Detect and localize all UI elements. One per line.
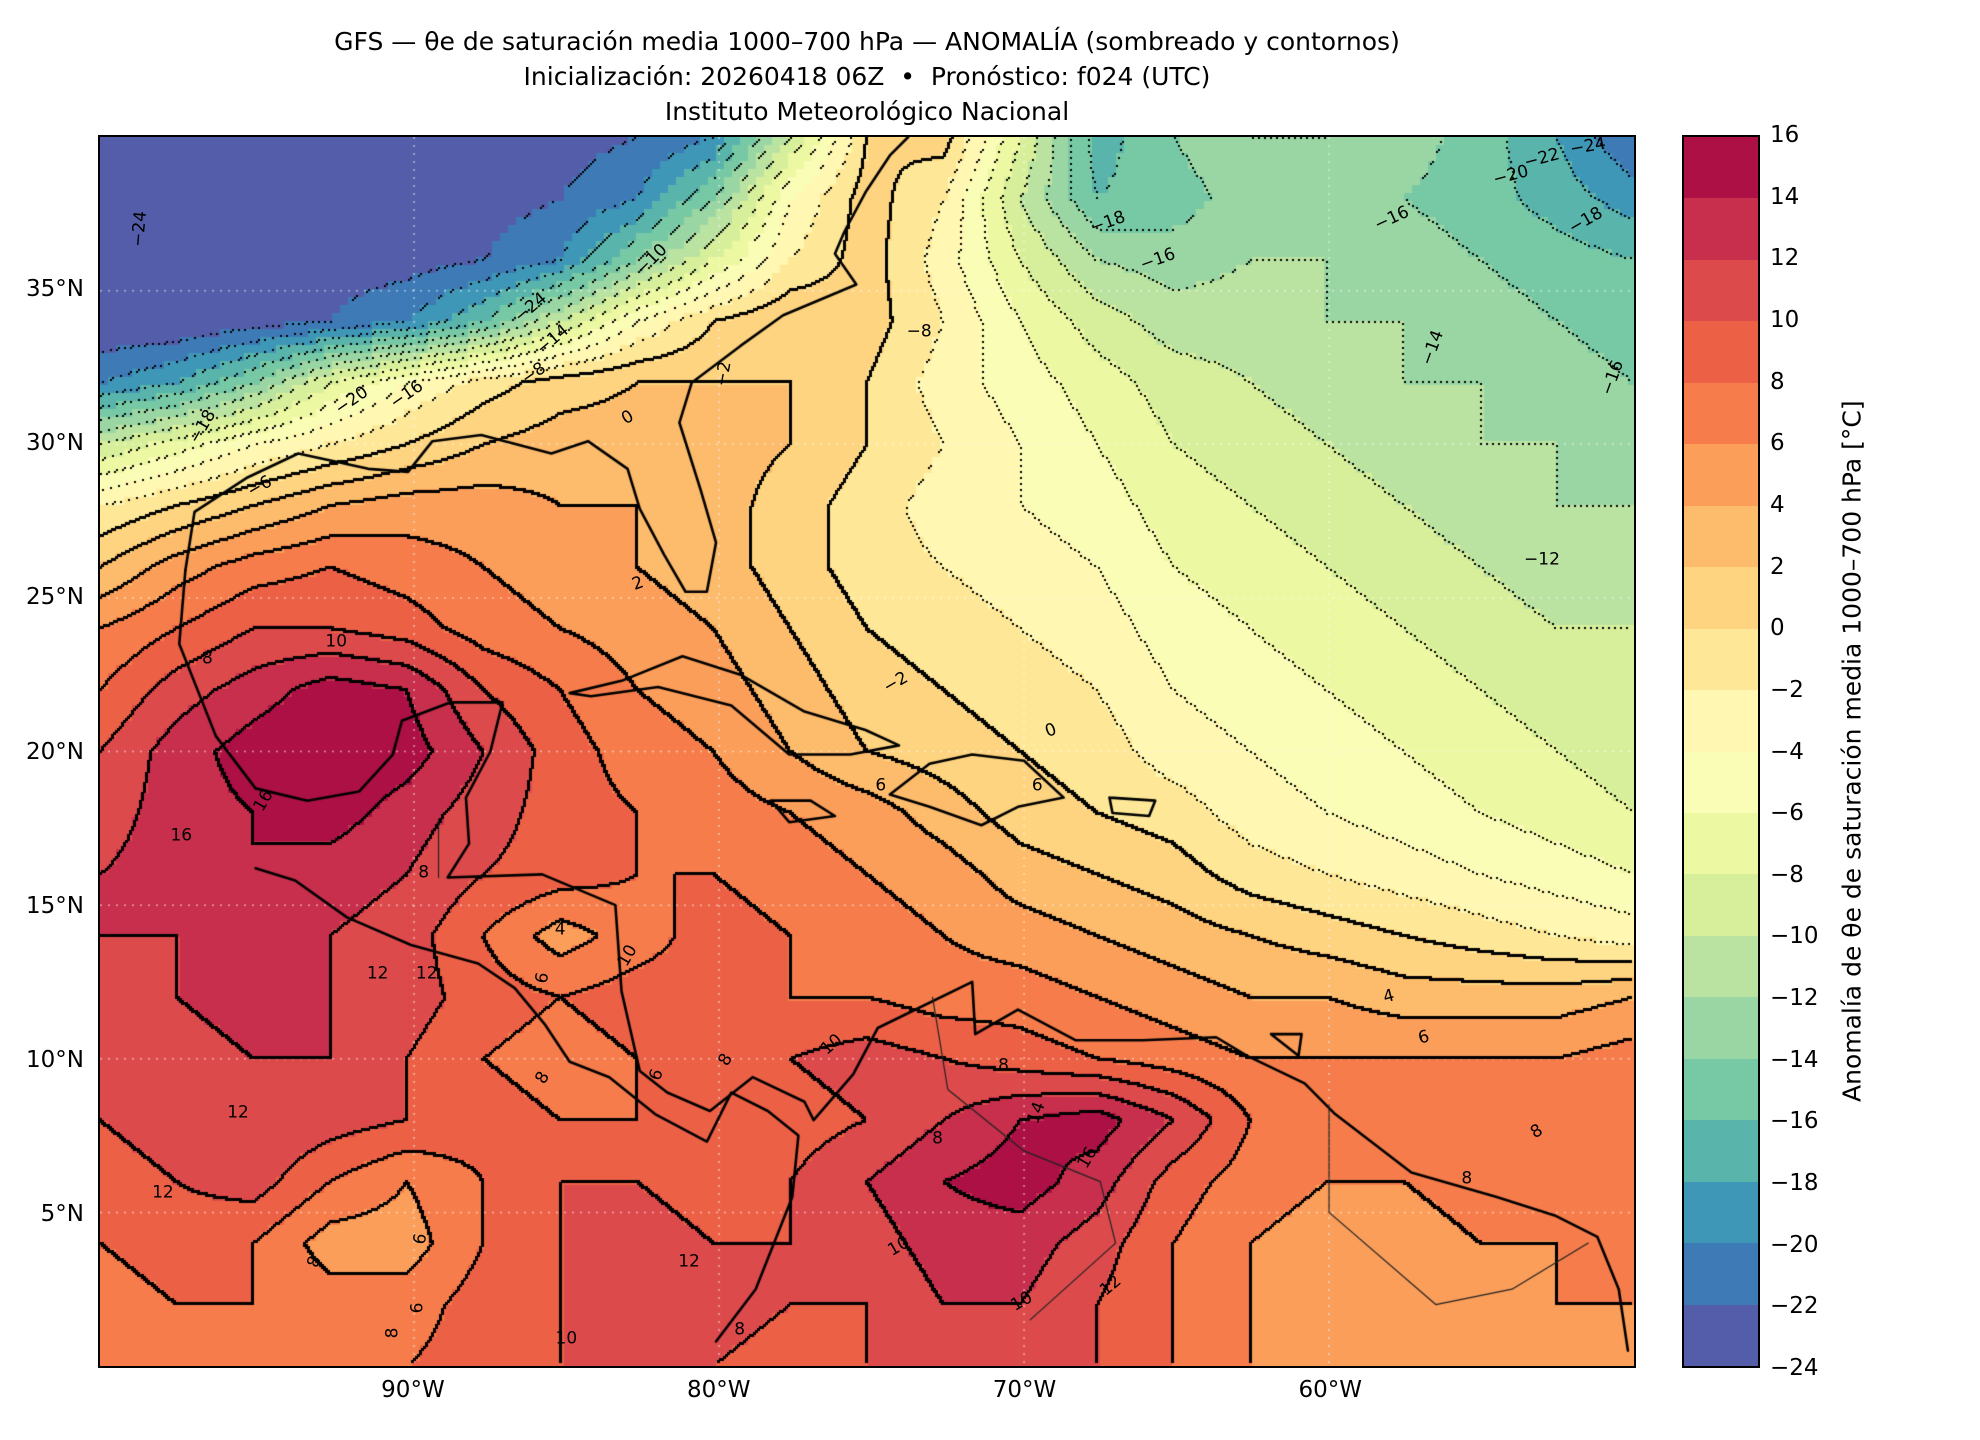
y-tick-label: 35°N	[26, 276, 84, 303]
colorbar-block	[1684, 874, 1758, 936]
colorbar-gradient	[1682, 135, 1760, 1368]
colorbar-tick-label: 16	[1770, 122, 1800, 148]
colorbar-tick-label: −12	[1770, 985, 1819, 1012]
x-tick-label: 70°W	[992, 1377, 1057, 1403]
anomaly-map-canvas	[100, 137, 1634, 1366]
colorbar-tick-label: 12	[1770, 245, 1800, 272]
colorbar-tick-label: 10	[1770, 306, 1800, 333]
colorbar-tick-label: 14	[1770, 183, 1800, 210]
map-plot-area: −24 −18 −20 −16 −6 −24 −14 −10 −8 −2 0 −8 −18 −16 −16−…	[98, 133, 1636, 1368]
colorbar-block	[1684, 1058, 1758, 1121]
y-tick-label: 20°N	[26, 738, 84, 765]
colorbar-block	[1684, 935, 1758, 998]
colorbar-block	[1684, 567, 1758, 629]
colorbar-label: Anomalía de θe de saturación media 1000–…	[1837, 400, 1867, 1103]
colorbar-tick-label: 0	[1770, 615, 1785, 642]
colorbar-tick-label: −16	[1770, 1108, 1819, 1135]
colorbar-block	[1684, 198, 1758, 260]
colorbar-tick-label: −22	[1770, 1293, 1819, 1320]
colorbar-block	[1684, 1243, 1758, 1305]
figure-header: GFS — θe de saturación media 1000–700 hP…	[98, 24, 1636, 129]
colorbar-tick-label: −2	[1770, 676, 1804, 703]
colorbar-block	[1684, 1120, 1758, 1182]
colorbar-tick-label: −8	[1770, 861, 1804, 888]
colorbar-block	[1684, 382, 1758, 445]
colorbar-block	[1684, 321, 1758, 383]
longitude-axis: 90°W 80°W 70°W 60°W	[98, 1376, 1636, 1408]
colorbar-block	[1684, 137, 1758, 199]
colorbar-tick-label: −14	[1770, 1046, 1819, 1073]
x-tick-label: 90°W	[381, 1377, 445, 1403]
colorbar-block	[1684, 259, 1758, 322]
colorbar-block	[1684, 1304, 1758, 1367]
colorbar-block	[1684, 505, 1758, 568]
chart-subtitle: Inicialización: 20260418 06Z • Pronóstic…	[523, 62, 1211, 91]
colorbar-tick-label: 6	[1770, 430, 1785, 457]
colorbar-block	[1684, 812, 1758, 875]
colorbar-tick-label: 2	[1770, 553, 1785, 580]
colorbar-tick-label: 4	[1770, 491, 1785, 518]
chart-institution: Instituto Meteorológico Nacional	[664, 97, 1070, 126]
colorbar-block	[1684, 444, 1758, 506]
colorbar-tick-label: −4	[1770, 738, 1804, 765]
colorbar-tick-label: 8	[1770, 368, 1785, 395]
y-tick-label: 15°N	[26, 892, 84, 919]
x-tick-label: 80°W	[686, 1377, 751, 1403]
colorbar-ticks: 16 14 12 10 8 6 4 2 0 −2 −4 −6 −8 −10 −12 −14 −16 −18 −20 −…	[1770, 122, 1840, 1381]
colorbar-tick-label: −10	[1770, 923, 1819, 950]
y-tick-label: 30°N	[26, 430, 84, 457]
colorbar-tick-label: −18	[1770, 1170, 1819, 1197]
colorbar-tick-label: −6	[1770, 800, 1804, 827]
colorbar-tick-label: −20	[1770, 1231, 1819, 1258]
colorbar-block	[1684, 751, 1758, 813]
colorbar-block	[1684, 628, 1758, 691]
colorbar-block	[1684, 997, 1758, 1059]
y-tick-label: 25°N	[26, 584, 84, 611]
latitude-axis: 35°N 30°N 25°N 20°N 15°N 10°N 5°N	[0, 135, 90, 1368]
colorbar-block	[1684, 690, 1758, 752]
x-tick-label: 60°W	[1298, 1377, 1362, 1403]
y-tick-label: 10°N	[26, 1046, 84, 1073]
y-tick-label: 5°N	[40, 1200, 84, 1227]
colorbar-tick-label: −24	[1770, 1355, 1819, 1381]
colorbar: 16 14 12 10 8 6 4 2 0 −2 −4 −6 −8 −10 −12 −14 −16 −18 −20 −…	[1682, 122, 1867, 1381]
colorbar-block	[1684, 1181, 1758, 1244]
chart-title: GFS — θe de saturación media 1000–700 hP…	[334, 27, 1400, 56]
